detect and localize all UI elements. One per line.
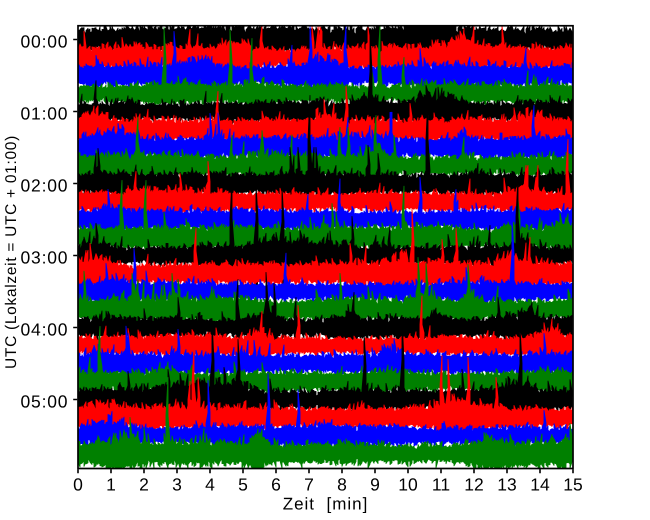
svg-text:5: 5 <box>238 475 248 495</box>
svg-text:05:00: 05:00 <box>21 391 69 411</box>
svg-text:00:00: 00:00 <box>21 31 69 51</box>
svg-text:6: 6 <box>271 475 281 495</box>
svg-text:Zeit [min]: Zeit [min] <box>283 495 369 514</box>
svg-text:01:00: 01:00 <box>21 103 69 123</box>
svg-text:8: 8 <box>337 475 347 495</box>
svg-text:1: 1 <box>106 475 116 495</box>
svg-text:13: 13 <box>497 475 516 495</box>
svg-text:4: 4 <box>205 475 215 495</box>
svg-text:03:00: 03:00 <box>21 247 69 267</box>
svg-text:7: 7 <box>304 475 314 495</box>
svg-text:10: 10 <box>398 475 418 495</box>
svg-text:0: 0 <box>73 475 83 495</box>
svg-text:02:00: 02:00 <box>21 175 69 195</box>
svg-text:9: 9 <box>370 475 380 495</box>
svg-text:12: 12 <box>464 475 483 495</box>
svg-text:UTC (Lokalzeit = UTC + 01:00): UTC (Lokalzeit = UTC + 01:00) <box>3 135 20 369</box>
svg-text:04:00: 04:00 <box>21 319 69 339</box>
svg-text:15: 15 <box>563 475 582 495</box>
svg-text:2: 2 <box>139 475 149 495</box>
svg-text:11: 11 <box>432 475 450 495</box>
svg-text:3: 3 <box>172 475 182 495</box>
svg-text:14: 14 <box>530 475 550 495</box>
